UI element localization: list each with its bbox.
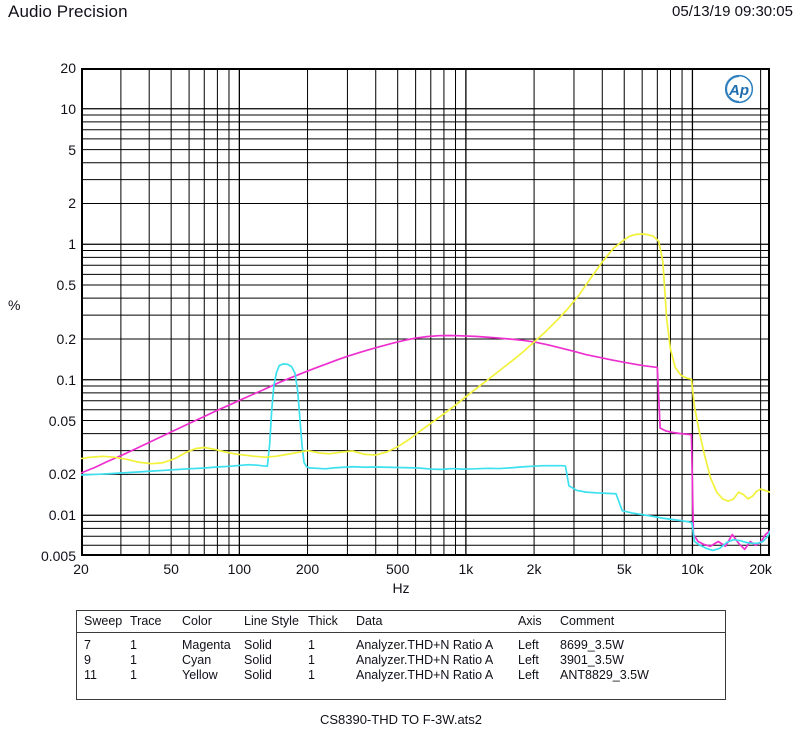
legend-cell-axis: Left [518, 638, 539, 652]
timestamp: 05/13/19 09:30:05 [672, 3, 793, 20]
curve-magenta [81, 334, 770, 551]
legend-cell-data: Analyzer.THD+N Ratio A [356, 668, 494, 682]
y-tick-label: 2 [68, 195, 76, 212]
legend-cell-sweep: 11 [84, 668, 97, 682]
table-row[interactable]: 9 1 Cyan Solid 1 Analyzer.THD+N Ratio A Left 39… [77, 653, 725, 668]
x-tick-label: 100 [227, 561, 252, 577]
legend-cell-axis: Left [518, 668, 539, 682]
y-tick-label: 0.005 [40, 548, 76, 564]
trace-legend-table: Sweep Trace Color Line Style Thick Data … [76, 610, 726, 700]
legend-cell-comment: ANT8829_3.5W [560, 668, 649, 682]
legend-col-data: Data [356, 611, 518, 633]
legend-cell-style: Solid [244, 638, 272, 652]
y-axis-ticks: 20 10 5 2 1 0.5 0.2 0.1 0.05 0.02 0.01 0.005 [0, 60, 81, 564]
x-axis-label: Hz [392, 580, 410, 596]
x-tick-label: 10k [681, 561, 704, 577]
x-tick-label: 1k [458, 561, 474, 577]
x-tick-label: 500 [386, 561, 410, 577]
curve-cyan [81, 363, 770, 552]
legend-cell-sweep: 7 [84, 638, 91, 652]
legend-cell-color: Cyan [182, 653, 212, 667]
legend-cell-trace: 1 [130, 668, 137, 682]
plot-curves [81, 233, 770, 552]
y-tick-label: 10 [60, 100, 76, 117]
legend-cell-comment: 8699_3.5W [560, 638, 624, 652]
y-tick-label: 0.05 [48, 412, 76, 429]
legend-cell-thick: 1 [308, 668, 315, 682]
y-tick-label: 0.01 [48, 507, 76, 524]
y-tick-label: 1 [68, 236, 76, 253]
legend-cell-trace: 1 [130, 638, 137, 652]
legend-cell-style: Solid [244, 668, 272, 682]
x-tick-label: 20 [73, 561, 89, 577]
audio-precision-logo-icon: Ap [724, 74, 754, 104]
y-tick-label: 20 [60, 60, 76, 76]
legend-cell-axis: Left [518, 653, 539, 667]
legend-cell-trace: 1 [130, 653, 137, 667]
legend-col-linestyle: Line Style [244, 611, 308, 633]
y-tick-label: 0.02 [48, 466, 76, 483]
x-axis-ticks: 20 50 100 200 500 1k 2k 5k 10k 20k [73, 561, 772, 581]
x-tick-label: 200 [295, 561, 320, 577]
y-axis-label: % [8, 297, 21, 313]
y-tick-label: 0.2 [56, 330, 76, 347]
legend-cell-thick: 1 [308, 638, 315, 652]
curve-yellow [81, 233, 770, 502]
legend-col-comment: Comment [560, 611, 725, 633]
legend-col-sweep: Sweep [77, 611, 130, 633]
plot-gridlines [81, 68, 770, 556]
legend-cell-thick: 1 [308, 653, 315, 667]
x-tick-label: 2k [526, 561, 542, 577]
legend-header-row: Sweep Trace Color Line Style Thick Data … [77, 611, 725, 633]
x-tick-label: 5k [616, 561, 632, 577]
legend-col-color: Color [182, 611, 244, 633]
x-tick-label: 20k [749, 561, 772, 577]
legend-cell-style: Solid [244, 653, 272, 667]
legend-col-axis: Axis [518, 611, 560, 633]
window-header: Audio Precision 05/13/19 09:30:05 [0, 0, 802, 30]
table-row[interactable]: 11 1 Yellow Solid 1 Analyzer.THD+N Ratio A Lef… [77, 668, 725, 683]
x-tick-label: 50 [163, 561, 179, 577]
legend-col-thick: Thick [308, 611, 356, 633]
y-tick-label: 0.1 [56, 371, 76, 388]
legend-col-trace: Trace [130, 611, 182, 633]
legend-cell-comment: 3901_3.5W [560, 653, 624, 667]
app-title: Audio Precision [8, 2, 128, 21]
file-caption: CS8390-THD TO F-3W.ats2 [319, 712, 483, 727]
legend-cell-color: Yellow [182, 668, 218, 682]
table-row[interactable]: 7 1 Magenta Solid 1 Analyzer.THD+N Ratio A Lef… [77, 633, 725, 654]
svg-text:Ap: Ap [728, 82, 749, 99]
plot-area[interactable]: Ap [81, 68, 770, 556]
legend-cell-data: Analyzer.THD+N Ratio A [356, 653, 494, 667]
legend-cell-color: Magenta [182, 638, 231, 652]
y-tick-label: 0.5 [56, 277, 76, 294]
legend-cell-sweep: 9 [84, 653, 91, 667]
y-tick-label: 5 [68, 141, 76, 158]
legend-cell-data: Analyzer.THD+N Ratio A [356, 638, 494, 652]
